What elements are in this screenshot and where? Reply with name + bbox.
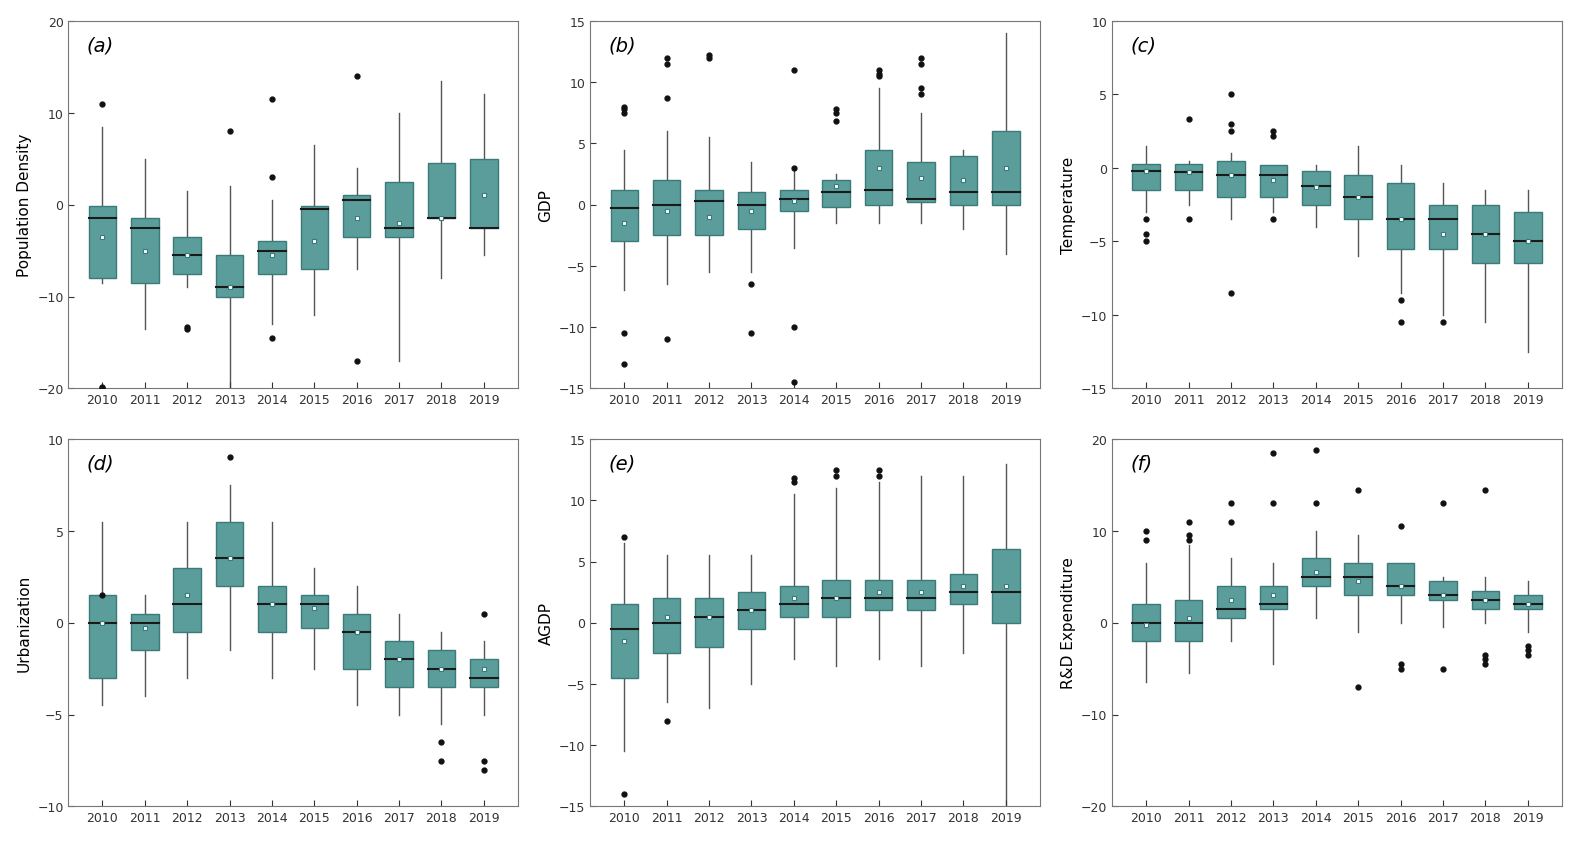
FancyBboxPatch shape	[907, 162, 934, 203]
FancyBboxPatch shape	[1471, 205, 1499, 264]
FancyBboxPatch shape	[88, 595, 117, 678]
FancyBboxPatch shape	[1133, 605, 1160, 642]
FancyBboxPatch shape	[950, 574, 977, 605]
FancyBboxPatch shape	[88, 207, 117, 278]
FancyBboxPatch shape	[1430, 582, 1456, 600]
FancyBboxPatch shape	[822, 580, 851, 616]
FancyBboxPatch shape	[1174, 164, 1202, 191]
FancyBboxPatch shape	[428, 650, 454, 687]
FancyBboxPatch shape	[385, 642, 413, 687]
FancyBboxPatch shape	[174, 237, 200, 274]
FancyBboxPatch shape	[1513, 213, 1542, 264]
FancyBboxPatch shape	[1259, 586, 1288, 609]
FancyBboxPatch shape	[780, 586, 808, 616]
FancyBboxPatch shape	[696, 599, 723, 648]
FancyBboxPatch shape	[1302, 558, 1329, 586]
Y-axis label: AGDP: AGDP	[538, 601, 554, 644]
FancyBboxPatch shape	[259, 242, 286, 274]
Y-axis label: Temperature: Temperature	[1060, 156, 1075, 254]
FancyBboxPatch shape	[428, 164, 454, 219]
Text: (c): (c)	[1130, 36, 1157, 56]
FancyBboxPatch shape	[737, 592, 765, 629]
FancyBboxPatch shape	[1133, 164, 1160, 191]
FancyBboxPatch shape	[737, 193, 765, 230]
FancyBboxPatch shape	[780, 191, 808, 211]
FancyBboxPatch shape	[611, 191, 638, 242]
Y-axis label: Urbanization: Urbanization	[17, 574, 32, 671]
FancyBboxPatch shape	[993, 132, 1019, 205]
FancyBboxPatch shape	[216, 522, 243, 586]
FancyBboxPatch shape	[950, 156, 977, 205]
Y-axis label: GDP: GDP	[538, 188, 554, 222]
FancyBboxPatch shape	[1471, 591, 1499, 609]
FancyBboxPatch shape	[1344, 563, 1371, 595]
Text: (a): (a)	[87, 36, 114, 56]
FancyBboxPatch shape	[300, 595, 328, 628]
FancyBboxPatch shape	[865, 580, 892, 611]
FancyBboxPatch shape	[470, 159, 497, 228]
FancyBboxPatch shape	[1387, 563, 1414, 595]
FancyBboxPatch shape	[1174, 600, 1202, 642]
FancyBboxPatch shape	[907, 580, 934, 611]
Text: (b): (b)	[608, 36, 636, 56]
FancyBboxPatch shape	[174, 568, 200, 632]
FancyBboxPatch shape	[1302, 172, 1329, 205]
FancyBboxPatch shape	[1430, 205, 1456, 249]
FancyBboxPatch shape	[653, 599, 680, 653]
Y-axis label: Population Density: Population Density	[17, 134, 32, 277]
FancyBboxPatch shape	[385, 182, 413, 237]
Text: (e): (e)	[608, 454, 636, 473]
FancyBboxPatch shape	[216, 256, 243, 297]
FancyBboxPatch shape	[696, 191, 723, 235]
FancyBboxPatch shape	[131, 614, 158, 650]
Y-axis label: R&D Expenditure: R&D Expenditure	[1060, 557, 1075, 689]
FancyBboxPatch shape	[1259, 166, 1288, 198]
FancyBboxPatch shape	[131, 219, 158, 283]
Text: (f): (f)	[1130, 454, 1152, 473]
FancyBboxPatch shape	[993, 549, 1019, 623]
FancyBboxPatch shape	[342, 196, 371, 237]
FancyBboxPatch shape	[653, 181, 680, 235]
FancyBboxPatch shape	[865, 151, 892, 205]
FancyBboxPatch shape	[259, 586, 286, 632]
FancyBboxPatch shape	[1344, 176, 1371, 220]
Text: (d): (d)	[87, 454, 114, 473]
FancyBboxPatch shape	[470, 659, 497, 687]
FancyBboxPatch shape	[1217, 586, 1245, 618]
FancyBboxPatch shape	[611, 605, 638, 678]
FancyBboxPatch shape	[1513, 595, 1542, 609]
FancyBboxPatch shape	[822, 181, 851, 208]
FancyBboxPatch shape	[1387, 183, 1414, 249]
FancyBboxPatch shape	[342, 614, 371, 669]
FancyBboxPatch shape	[300, 207, 328, 269]
FancyBboxPatch shape	[1217, 161, 1245, 198]
